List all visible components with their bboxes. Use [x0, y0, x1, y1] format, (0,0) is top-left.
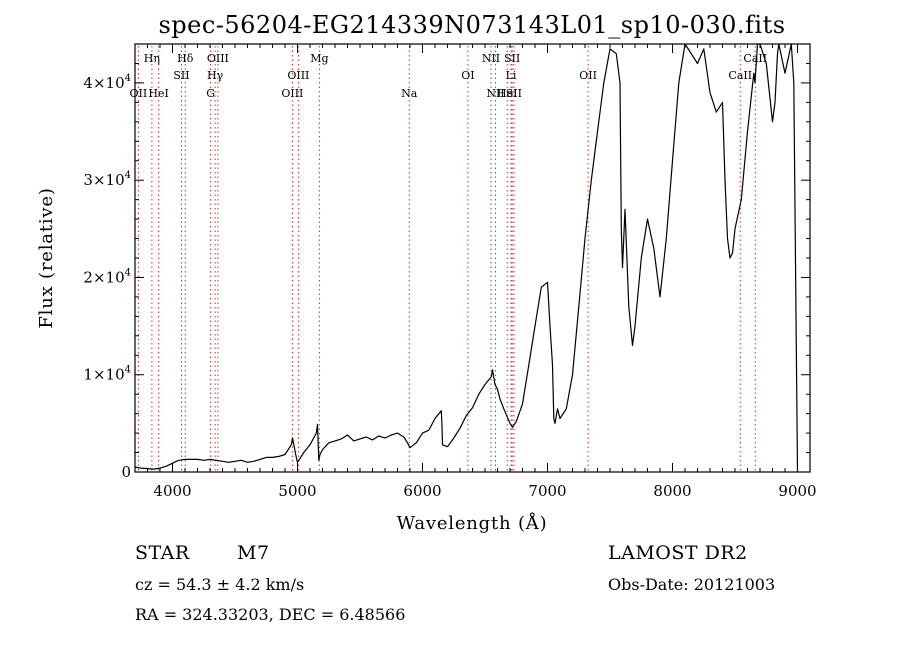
- spectral-line-label: Hγ: [207, 69, 224, 82]
- spectral-line-markers: [137, 46, 756, 472]
- obs-date: Obs-Date: 20121003: [608, 575, 776, 594]
- spectral-line-label: SII: [173, 69, 189, 82]
- y-tick-label: 4×104: [83, 73, 131, 92]
- spectral-line-label: G: [206, 87, 215, 100]
- x-tick-label: 7000: [528, 482, 566, 500]
- x-tick-label: 6000: [403, 482, 441, 500]
- y-axis-label: Flux (relative): [36, 187, 57, 328]
- spectral-line-label: Hδ: [177, 52, 194, 65]
- spectral-line-label: Li: [506, 69, 517, 82]
- y-tick-label: 2×104: [83, 267, 131, 286]
- spectral-line-label: Na: [401, 87, 418, 100]
- chart-title: spec-56204-EG214339N073143L01_sp10-030.f…: [158, 11, 785, 39]
- object-class: STAR: [135, 542, 190, 564]
- spectral-line-label: Hη: [144, 52, 160, 65]
- x-tick-label: 5000: [278, 482, 316, 500]
- spectral-line-label: OIII: [287, 69, 309, 82]
- spectral-line-label: OII: [579, 69, 597, 82]
- spectral-line-label: HeI: [148, 87, 168, 100]
- spectral-line-label: OIII: [281, 87, 303, 100]
- x-tick-label: 8000: [653, 482, 691, 500]
- spectrum-series: [134, 43, 799, 473]
- y-tick-exponent: 4: [125, 365, 131, 376]
- spectral-line-label: NII: [486, 87, 504, 100]
- y-tick-exponent: 4: [125, 170, 131, 181]
- spectral-line-label: OII: [130, 87, 148, 100]
- redshift-cz: cz = 54.3 ± 4.2 km/s: [135, 575, 305, 594]
- axis-tick-labels: 4000 5000 6000 7000 8000 9000 0 1×104 2×104 3×104…: [83, 73, 816, 500]
- y-tick-label: 1×104: [83, 365, 131, 384]
- x-axis-label: Wavelength (Å): [397, 512, 548, 534]
- x-tick-label: 9000: [778, 482, 816, 500]
- y-tick-label: 0: [121, 463, 131, 481]
- spectral-line-label: OIII: [207, 52, 229, 65]
- spectral-line-label: HeI: [497, 87, 517, 100]
- spectral-line-label: CaII: [728, 69, 752, 82]
- y-tick-label: 3×104: [83, 170, 131, 189]
- spectral-line-label: SII: [506, 87, 522, 100]
- axis-ticks: [134, 44, 811, 473]
- ra-dec: RA = 324.33203, DEC = 6.48566: [135, 605, 406, 624]
- spectral-line-label: SII: [504, 52, 520, 65]
- x-tick-label: 4000: [153, 482, 191, 500]
- spectral-line-label: OI: [461, 69, 474, 82]
- y-tick-exponent: 4: [125, 73, 131, 84]
- spectral-line-label: CaII: [743, 52, 767, 65]
- object-subclass: M7: [237, 542, 270, 564]
- spectral-line-label: NII: [482, 52, 500, 65]
- spectral-line-label: Mg: [310, 52, 328, 65]
- survey-name: LAMOST DR2: [608, 542, 748, 564]
- y-tick-exponent: 4: [125, 267, 131, 278]
- spectral-line-labels: OIIHηHeIHδSIIOIIIHγGOIIIOIIIMgNaOINIINII…: [130, 52, 768, 100]
